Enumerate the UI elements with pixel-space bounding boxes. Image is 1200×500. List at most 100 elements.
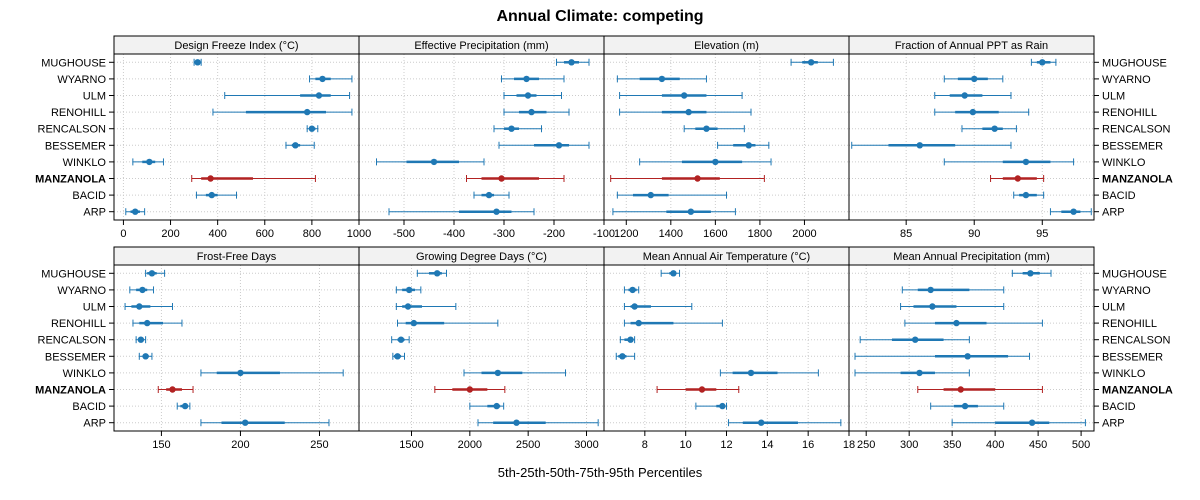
x-tick-label: 1200 [614, 228, 638, 240]
row-label-right: RENOHILL [1102, 318, 1157, 330]
median-point-winklo [712, 158, 719, 166]
median-point-mughouse [568, 59, 575, 66]
median-point-bessemer [555, 142, 563, 149]
x-tick-label: 250 [310, 439, 328, 451]
median-point-bacid [719, 402, 726, 410]
median-point-arp [241, 419, 249, 426]
row-labels-block-2: MUGHOUSE MUGHOUSE WYARNO WYARNO ULM ULM RENOHI… [35, 268, 1173, 429]
x-tick-label: 400 [208, 228, 226, 240]
row-label-right: ULM [1102, 91, 1125, 103]
x-tick-label: -500 [393, 228, 415, 240]
median-point-renohill [528, 108, 535, 116]
x-axis-label: 5th-25th-50th-75th-95th Percentiles [498, 465, 703, 480]
x-tick-label: -300 [493, 228, 515, 240]
median-point-renohill [685, 108, 692, 116]
panel-title: Effective Precipitation (mm) [414, 40, 548, 52]
median-point-rencalson [991, 125, 998, 132]
row-label-left: MANZANOLA [35, 385, 106, 397]
median-point-bessemer [292, 142, 299, 149]
median-point-bacid [208, 191, 215, 199]
median-point-mughouse [1039, 59, 1046, 66]
panel-title: Growing Degree Days (°C) [416, 251, 547, 263]
x-tick-label: 1400 [659, 228, 683, 240]
median-point-manzanola [498, 175, 505, 182]
x-tick-label: 10 [680, 439, 692, 451]
row-label-left: MANZANOLA [35, 174, 106, 186]
panel-design-freeze-index-c: Design Freeze Index (°C) 0 200 400 600 800 100… [113, 35, 371, 240]
median-point-ulm [680, 92, 688, 99]
median-point-bessemer [745, 142, 752, 149]
x-tick-label: 300 [900, 439, 918, 451]
row-label-left: ULM [83, 91, 106, 103]
median-point-bacid [493, 402, 500, 410]
median-point-bessemer [964, 353, 971, 360]
row-label-left: MUGHOUSE [41, 268, 106, 280]
row-label-left: WINKLO [63, 157, 107, 169]
row-label-left: MUGHOUSE [41, 57, 106, 69]
median-point-bessemer [394, 353, 401, 360]
row-label-right: MANZANOLA [1102, 385, 1173, 397]
row-label-right: WYARNO [1102, 74, 1151, 86]
x-tick-label: 400 [986, 439, 1004, 451]
median-point-mughouse [433, 270, 441, 277]
x-tick-label: 90 [968, 228, 980, 240]
x-tick-label: 16 [802, 439, 814, 451]
median-point-manzanola [207, 175, 214, 182]
median-point-renohill [635, 319, 642, 327]
median-point-winklo [494, 369, 502, 377]
row-label-left: WYARNO [57, 74, 106, 86]
x-tick-label: 1600 [703, 228, 727, 240]
x-tick-label: -200 [543, 228, 565, 240]
x-tick-label: 3000 [574, 439, 598, 451]
row-label-right: WINKLO [1102, 368, 1146, 380]
median-point-arp [758, 419, 765, 426]
panel-title: Frost-Free Days [197, 251, 277, 263]
median-point-arp [493, 208, 500, 215]
median-point-renohill [143, 319, 151, 327]
panel-title: Mean Annual Precipitation (mm) [893, 251, 1050, 263]
median-point-winklo [237, 369, 244, 377]
x-tick-label: -100 [593, 228, 615, 240]
row-label-right: ARP [1102, 418, 1125, 430]
median-point-mughouse [807, 59, 815, 66]
median-point-bacid [181, 402, 189, 410]
row-label-left: RENCALSON [38, 335, 107, 347]
median-point-bessemer [916, 142, 923, 149]
x-tick-label: 14 [761, 439, 773, 451]
median-point-winklo [430, 158, 438, 166]
x-tick-label: 500 [1072, 439, 1090, 451]
median-point-manzanola [169, 386, 176, 393]
panel-elevation-m: Elevation (m) 1200 1400 1600 1800 2000 [603, 35, 850, 240]
median-point-manzanola [957, 386, 964, 393]
x-tick-label: 1500 [399, 439, 423, 451]
row-label-right: BESSEMER [1102, 351, 1163, 363]
median-point-arp [132, 208, 139, 215]
median-point-renohill [410, 319, 418, 327]
row-label-left: RENOHILL [51, 107, 106, 119]
median-point-mughouse [1027, 270, 1034, 277]
median-point-arp [1028, 419, 1036, 426]
x-tick-label: 350 [943, 439, 961, 451]
x-tick-label: 2000 [458, 439, 482, 451]
x-tick-label: 250 [857, 439, 875, 451]
median-point-renohill [953, 319, 960, 327]
x-tick-label: 0 [120, 228, 126, 240]
median-point-wyarno [971, 75, 978, 83]
x-tick-label: 8 [642, 439, 648, 451]
row-label-left: BESSEMER [45, 351, 106, 363]
row-label-left: ARP [83, 207, 106, 219]
median-point-ulm [315, 92, 323, 99]
median-point-rencalson [703, 125, 710, 132]
chart-title: Annual Climate: competing [496, 8, 703, 25]
x-tick-label: 95 [1036, 228, 1048, 240]
panel-title: Design Freeze Index (°C) [174, 40, 298, 52]
row-label-right: BACID [1102, 190, 1136, 202]
median-point-renohill [969, 108, 977, 116]
row-label-right: RENOHILL [1102, 107, 1157, 119]
median-point-winklo [747, 369, 755, 377]
panel-fraction-of-annual-ppt-as-rain: Fraction of Annual PPT as Rain 85 90 95 [848, 35, 1095, 240]
x-tick-label: 150 [152, 439, 170, 451]
row-labels-block-1: MUGHOUSE MUGHOUSE WYARNO WYARNO ULM ULM RENOHI… [35, 57, 1173, 218]
x-tick-label: 800 [303, 228, 321, 240]
